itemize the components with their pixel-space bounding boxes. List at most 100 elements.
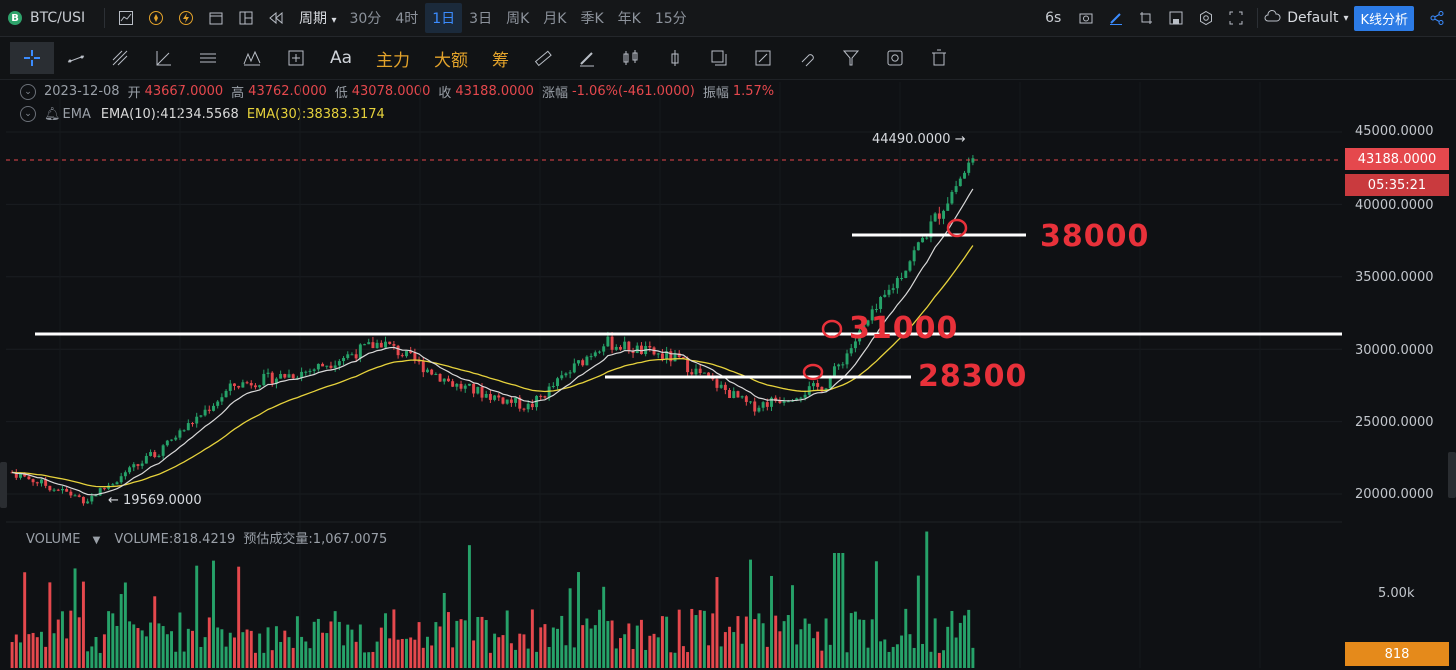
candle[interactable] [543,396,547,398]
candle[interactable] [757,407,761,412]
timeframe-month[interactable]: 月K [543,11,567,27]
candle[interactable] [287,374,291,378]
candle[interactable] [866,320,870,326]
candle[interactable] [304,371,308,373]
candle[interactable] [514,397,518,403]
candle[interactable] [702,372,706,374]
candle[interactable] [715,379,719,388]
candle[interactable] [463,385,467,389]
candle[interactable] [921,237,925,243]
candle[interactable] [942,210,946,219]
candle[interactable] [686,358,690,373]
candle[interactable] [128,467,132,473]
candle[interactable] [497,395,501,398]
candle[interactable] [157,455,161,457]
candle[interactable] [774,397,778,402]
candle[interactable] [409,350,413,353]
candle[interactable] [123,472,127,477]
candle[interactable] [425,369,429,373]
candle[interactable] [488,393,492,400]
period-dropdown[interactable]: 周期 ▾ [299,8,336,28]
candle[interactable] [639,345,643,355]
candle[interactable] [434,373,438,375]
candle[interactable] [589,356,593,358]
candle[interactable] [908,261,912,271]
candle[interactable] [778,401,782,403]
candle[interactable] [602,346,606,352]
candle[interactable] [98,488,102,496]
candle[interactable] [707,372,711,377]
candle[interactable] [501,397,505,404]
compass-icon[interactable] [143,5,169,31]
candle[interactable] [551,386,555,388]
candle[interactable] [904,270,908,278]
timeframe-4h[interactable]: 4时 [395,11,419,27]
share-icon[interactable] [1424,5,1450,31]
candle[interactable] [69,491,73,496]
candle[interactable] [505,399,509,404]
candle[interactable] [937,213,941,219]
candle[interactable] [509,399,513,403]
candle[interactable] [677,353,681,358]
candle[interactable] [354,354,358,359]
add-box-icon[interactable] [274,42,318,74]
pencil-icon[interactable] [1103,5,1129,31]
candle[interactable] [958,178,962,187]
candle[interactable] [858,330,862,342]
right-panel-handle[interactable] [1448,452,1456,498]
candle[interactable] [358,344,362,359]
candle[interactable] [467,383,471,386]
candle[interactable] [828,377,832,389]
candle[interactable] [568,372,572,374]
candle[interactable] [845,353,849,365]
save-icon[interactable] [1163,5,1189,31]
chips-button[interactable]: 筹 [492,50,510,71]
candle[interactable] [199,415,203,417]
candle[interactable] [262,373,266,386]
candle[interactable] [891,288,895,290]
angle-icon[interactable] [142,42,186,74]
candle[interactable] [820,386,824,392]
candle[interactable] [39,479,43,484]
candle[interactable] [321,363,325,367]
candle[interactable] [52,489,56,491]
candle[interactable] [950,191,954,204]
parallel-lines-icon[interactable] [186,42,230,74]
timeframe-3d[interactable]: 3日 [469,11,493,27]
fullscreen-icon[interactable] [1223,5,1249,31]
candle[interactable] [635,345,639,354]
bell-icon[interactable]: 🔔︎ [44,106,61,122]
candle[interactable] [308,370,312,372]
candle[interactable] [291,374,295,379]
candle[interactable] [249,383,253,386]
candle[interactable] [178,430,182,438]
candle[interactable] [392,344,396,346]
candle[interactable] [862,325,866,331]
timeframe-1d[interactable]: 1日 [425,3,463,33]
candle[interactable] [174,437,178,440]
candle[interactable] [367,342,371,345]
layout-icon[interactable] [233,5,259,31]
candle[interactable] [170,439,174,441]
candle[interactable] [220,397,224,402]
candle[interactable] [442,378,446,382]
candle[interactable] [522,408,526,410]
candle[interactable] [476,387,480,394]
magnet-icon[interactable] [785,42,829,74]
candle[interactable] [245,382,249,384]
candle[interactable] [665,351,669,359]
candle[interactable] [493,395,497,400]
filter-icon[interactable] [829,42,873,74]
candle[interactable] [572,363,576,373]
candle[interactable] [446,378,450,382]
fork-lines-icon[interactable] [98,42,142,74]
candle[interactable] [195,416,199,424]
candle[interactable] [480,387,484,398]
candle[interactable] [270,372,274,384]
candle[interactable] [472,383,476,394]
candle[interactable] [593,352,597,357]
candle[interactable] [883,294,887,297]
candle[interactable] [405,350,408,357]
edit-note-icon[interactable] [741,42,785,74]
candle[interactable] [946,203,950,211]
